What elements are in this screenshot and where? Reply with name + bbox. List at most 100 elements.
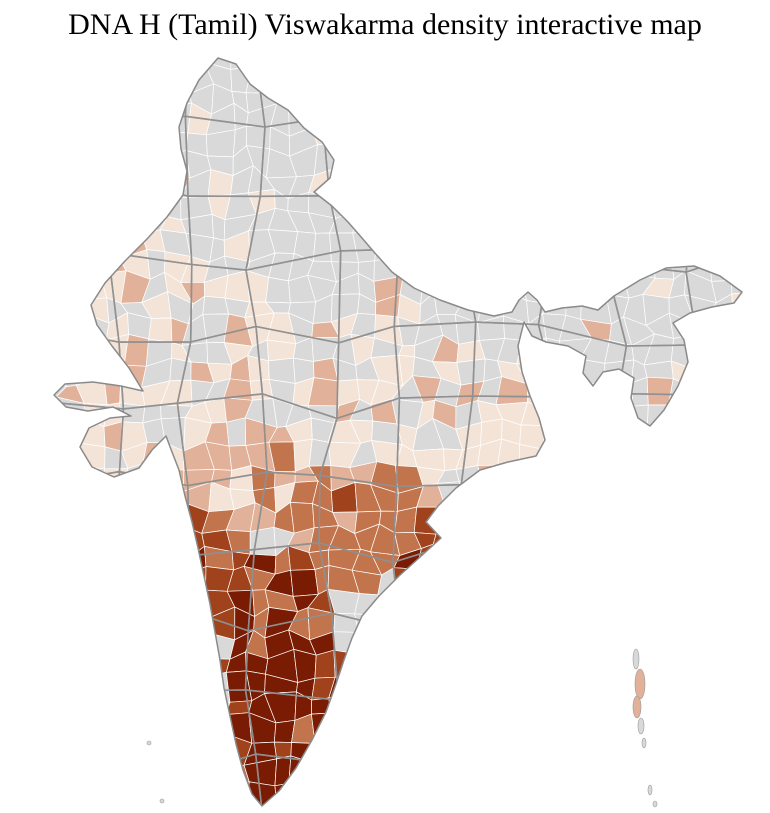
district-cell[interactable] [123,334,150,367]
state-border [684,608,742,686]
district-cell[interactable] [202,295,229,315]
district-cell[interactable] [205,129,236,158]
state-border [397,629,482,694]
district-cell[interactable] [75,355,107,386]
district-cell[interactable] [245,125,271,150]
state-border [696,342,742,414]
district-cell[interactable] [628,404,649,431]
district-cell[interactable] [162,102,192,134]
state-border [397,182,466,260]
state-border [535,479,628,551]
district-cell[interactable] [59,355,78,388]
district-cell[interactable] [601,270,630,299]
district-cell[interactable] [142,442,166,467]
district-cell[interactable] [731,292,752,319]
island-district[interactable] [637,717,645,735]
district-cell[interactable] [709,250,736,282]
district-cell[interactable] [148,317,173,344]
island-district[interactable] [159,798,165,804]
district-cell[interactable] [458,481,487,506]
state-border [114,761,195,806]
district-cell[interactable] [223,774,250,808]
state-border [54,758,123,806]
state-border [541,753,619,806]
district-cell[interactable] [307,377,340,407]
district-cell[interactable] [274,88,291,105]
district-cell[interactable] [377,592,397,616]
district-cell[interactable] [456,358,486,386]
district-cell[interactable] [266,339,297,362]
state-border [115,611,195,692]
district-cell[interactable] [328,691,362,725]
state-border [676,472,742,561]
state-border [604,192,697,273]
state-border [676,58,742,115]
district-cell[interactable] [314,649,336,679]
district-cell[interactable] [201,701,231,718]
district-cell[interactable] [312,232,332,263]
state-border [460,180,552,260]
island-district[interactable] [641,737,647,749]
state-border [458,482,556,551]
island-district[interactable] [634,668,646,700]
district-cell[interactable] [328,169,355,198]
state-border [606,683,699,774]
map-title: DNA H (Tamil) Viswakarma density interac… [68,8,702,41]
district-cell[interactable] [393,567,418,593]
state-border [460,684,553,773]
district-cell[interactable] [435,505,464,535]
district-cell[interactable] [394,506,418,534]
district-cell[interactable] [224,270,250,303]
district-cell[interactable] [169,357,192,382]
state-border [607,113,697,196]
district-cell[interactable] [477,464,509,487]
state-border [531,611,620,707]
district-cell[interactable] [516,337,549,365]
district-cell[interactable] [230,43,253,70]
district-cell[interactable] [333,649,361,678]
island-district[interactable] [632,648,640,670]
state-border [396,768,478,806]
district-cell[interactable] [352,209,381,234]
state-border [54,544,118,635]
state-border [460,611,553,707]
state-border [611,58,684,125]
district-cell[interactable] [226,417,247,447]
district-cell[interactable] [265,277,291,304]
district-cell[interactable] [432,522,463,554]
district-cell[interactable] [245,64,276,95]
district-cell[interactable] [333,631,360,654]
island-district[interactable] [652,800,658,808]
district-cell[interactable] [274,755,292,787]
state-border [531,542,628,635]
district-cell[interactable] [290,569,319,597]
state-border [458,753,548,806]
state-border [546,694,620,774]
state-border [616,611,693,696]
island-district[interactable] [647,784,653,796]
state-border [329,691,413,771]
island-district[interactable] [632,695,642,719]
state-border [110,544,195,635]
india-outline [53,57,743,807]
district-cell[interactable] [311,712,341,745]
state-border [463,58,537,132]
district-cell[interactable] [103,421,123,452]
state-border [544,180,610,264]
district-cell[interactable] [293,649,317,683]
state-border [684,542,742,614]
district-cell[interactable] [43,358,67,388]
district-cell[interactable] [330,145,355,179]
island-district[interactable] [146,740,152,746]
state-border [458,540,556,634]
district-cell[interactable] [413,506,446,535]
state-border [117,115,189,197]
district-cell[interactable] [432,543,459,574]
state-border [606,768,699,806]
state-border [54,179,125,275]
state-border [112,58,190,123]
state-border [401,109,483,201]
district-cell[interactable] [731,272,760,295]
